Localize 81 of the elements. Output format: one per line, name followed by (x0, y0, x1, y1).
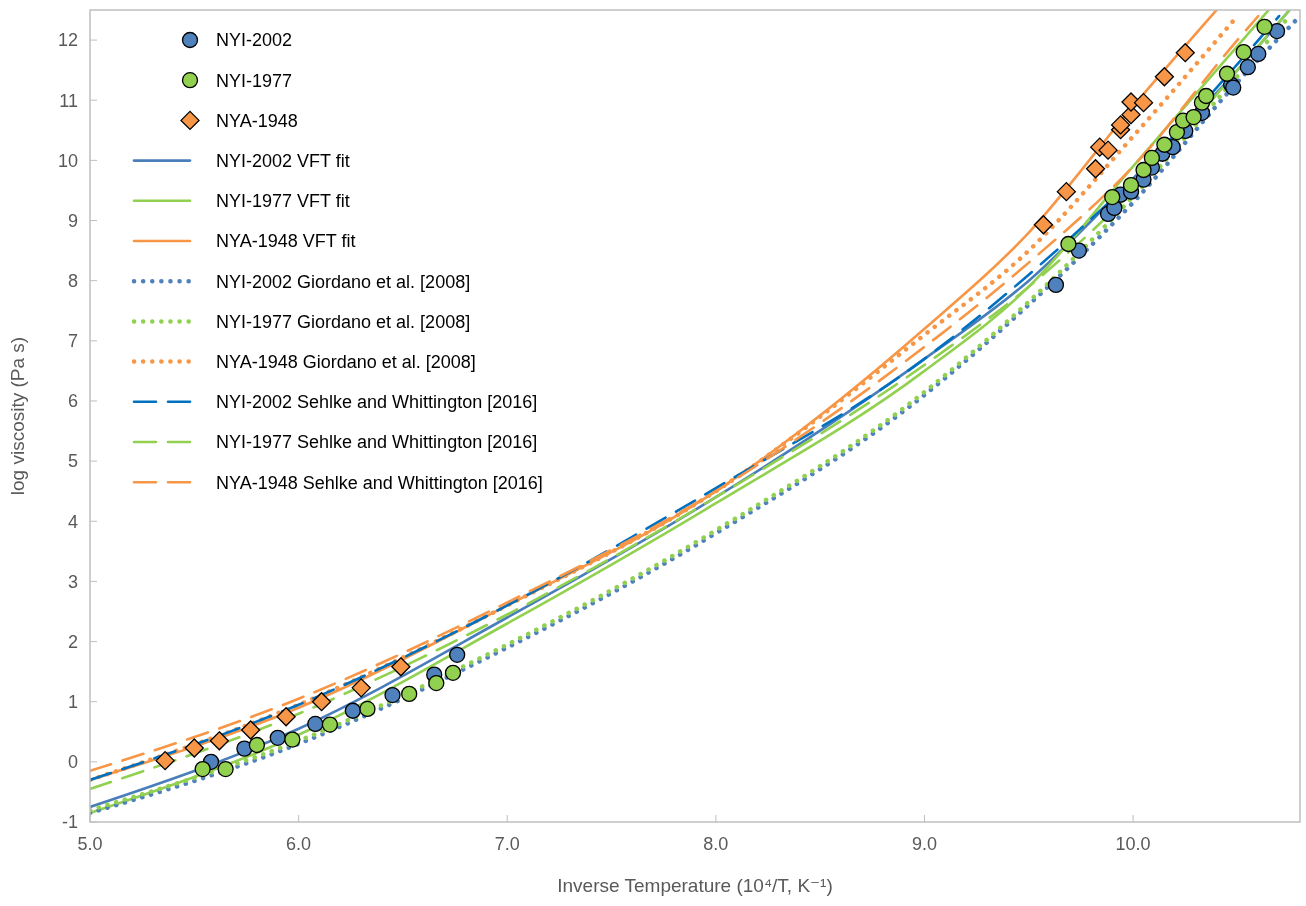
point (240, 720, 261, 740)
y-tick-label: 2 (67, 631, 78, 652)
point (276, 707, 296, 727)
point (1218, 65, 1236, 82)
point (428, 674, 445, 692)
point (1168, 123, 1186, 141)
point (1197, 87, 1215, 105)
x-tick-label: 7.0 (494, 834, 520, 854)
point (449, 646, 466, 663)
point (1122, 176, 1140, 194)
y-tick-label: 6 (67, 391, 78, 412)
legend-label: NYA-1948 Sehlke and Whittington [2016] (216, 472, 543, 493)
x-tick-label: 10.0 (1115, 834, 1151, 854)
point (311, 692, 332, 712)
y-tick-label: 12 (57, 30, 78, 51)
point (1154, 67, 1175, 87)
point (155, 751, 175, 771)
y-tick-label: 10 (57, 150, 78, 171)
point (384, 686, 401, 704)
y-tick-label: 0 (67, 752, 78, 773)
legend-label: NYI-2002 (216, 30, 293, 51)
point (209, 731, 229, 751)
point (1239, 58, 1256, 76)
point (344, 702, 362, 719)
point (1098, 140, 1118, 160)
point (1185, 108, 1202, 126)
x-tick-label: 6.0 (286, 834, 312, 854)
point (351, 678, 371, 698)
point (1133, 92, 1154, 113)
point (1056, 182, 1076, 202)
point (1135, 161, 1152, 179)
legend-label: NYA-1948 Giordano et al. [2008] (216, 351, 476, 372)
point (391, 657, 411, 677)
point (1033, 215, 1054, 235)
legend-label: NYI-1977 (216, 70, 293, 91)
point (307, 715, 324, 733)
legend-label: NYI-1977 Giordano et al. [2008] (216, 311, 471, 332)
point (1085, 159, 1106, 179)
y-tick-label: 7 (67, 331, 78, 352)
point (1047, 276, 1065, 294)
point (1175, 43, 1195, 63)
point (1060, 235, 1077, 253)
point (1268, 22, 1286, 40)
y-tick-label: -1 (61, 812, 78, 833)
point (1104, 188, 1121, 206)
point (1256, 18, 1273, 35)
point (321, 716, 339, 733)
point (269, 729, 286, 746)
y-tick-label: 9 (67, 210, 78, 231)
legend-label: NYA-1948 VFT fit (216, 231, 356, 252)
y-tick-label: 8 (67, 270, 78, 291)
point (1143, 149, 1161, 167)
legend-label: NYI-2002 Sehlke and Whittington [2016] (216, 392, 538, 413)
point (1156, 136, 1173, 153)
x-tick-label: 8.0 (703, 834, 729, 854)
legend-label: NYI-2002 Giordano et al. [2008] (216, 271, 471, 292)
y-tick-label: 11 (59, 90, 78, 111)
point (1250, 45, 1267, 63)
legend-label: NYA-1948 (216, 110, 298, 131)
point (184, 738, 204, 758)
legend-label: NYI-1977 Sehlke and Whittington [2016] (216, 432, 538, 453)
point (1110, 115, 1131, 135)
y-tick-label: 4 (67, 511, 78, 532)
point (217, 760, 234, 778)
y-tick-label: 3 (67, 571, 78, 592)
point (1235, 43, 1252, 61)
point (444, 664, 462, 681)
y-tick-label: 1 (67, 692, 78, 712)
y-axis-title: log viscosity (Pa s) (7, 336, 28, 496)
y-tick-label: 5 (67, 451, 78, 472)
x-axis-title: Inverse Temperature (10⁴/T, K⁻¹) (557, 875, 833, 896)
legend-label: NYI-1977 VFT fit (216, 191, 350, 212)
x-tick-label: 9.0 (911, 834, 937, 854)
point (194, 760, 211, 778)
point (284, 731, 301, 748)
legend-label: NYI-2002 VFT fit (216, 150, 350, 171)
point (248, 736, 266, 754)
x-tick-label: 5.0 (77, 834, 103, 854)
point (359, 700, 376, 718)
point (401, 685, 418, 703)
point (1121, 105, 1141, 125)
